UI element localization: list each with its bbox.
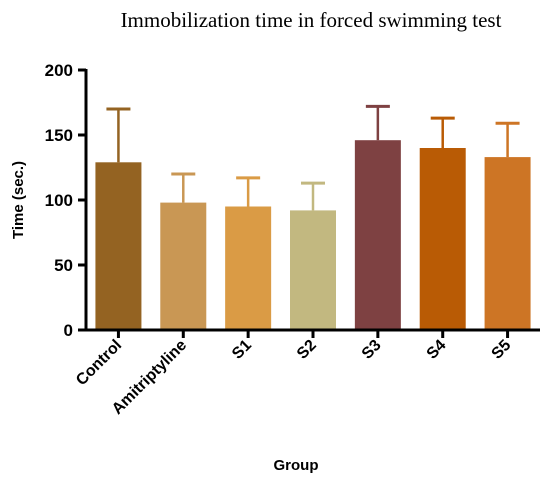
x-label-s1: S1 — [229, 337, 255, 363]
y-tick-label: 100 — [45, 191, 73, 210]
x-axis-label: Group — [274, 457, 319, 474]
bar-control — [95, 162, 142, 330]
bar-s4 — [419, 148, 466, 330]
bar-s2 — [290, 210, 336, 330]
bar-s3 — [354, 140, 401, 330]
error-bars-layer — [106, 104, 520, 211]
y-axis-label: Time (sec.) — [10, 161, 27, 239]
y-ticks: 0 50 100 150 200 — [45, 61, 86, 340]
bar-amitriptyline — [160, 202, 207, 330]
x-label-s3: S3 — [359, 337, 385, 363]
bar-s1 — [225, 206, 272, 330]
x-label-s5: S5 — [489, 337, 515, 363]
y-tick-label: 0 — [64, 321, 73, 340]
x-label-s4: S4 — [424, 337, 450, 363]
x-label-control: Control — [73, 337, 125, 389]
x-label-s2: S2 — [294, 337, 320, 363]
y-tick-label: 200 — [45, 61, 73, 80]
bar-s5 — [484, 157, 531, 330]
chart-title: Immobilization time in forced swimming t… — [121, 8, 502, 32]
y-tick-label: 50 — [54, 256, 73, 275]
bars-layer — [95, 140, 531, 330]
y-tick-label: 150 — [45, 126, 73, 145]
